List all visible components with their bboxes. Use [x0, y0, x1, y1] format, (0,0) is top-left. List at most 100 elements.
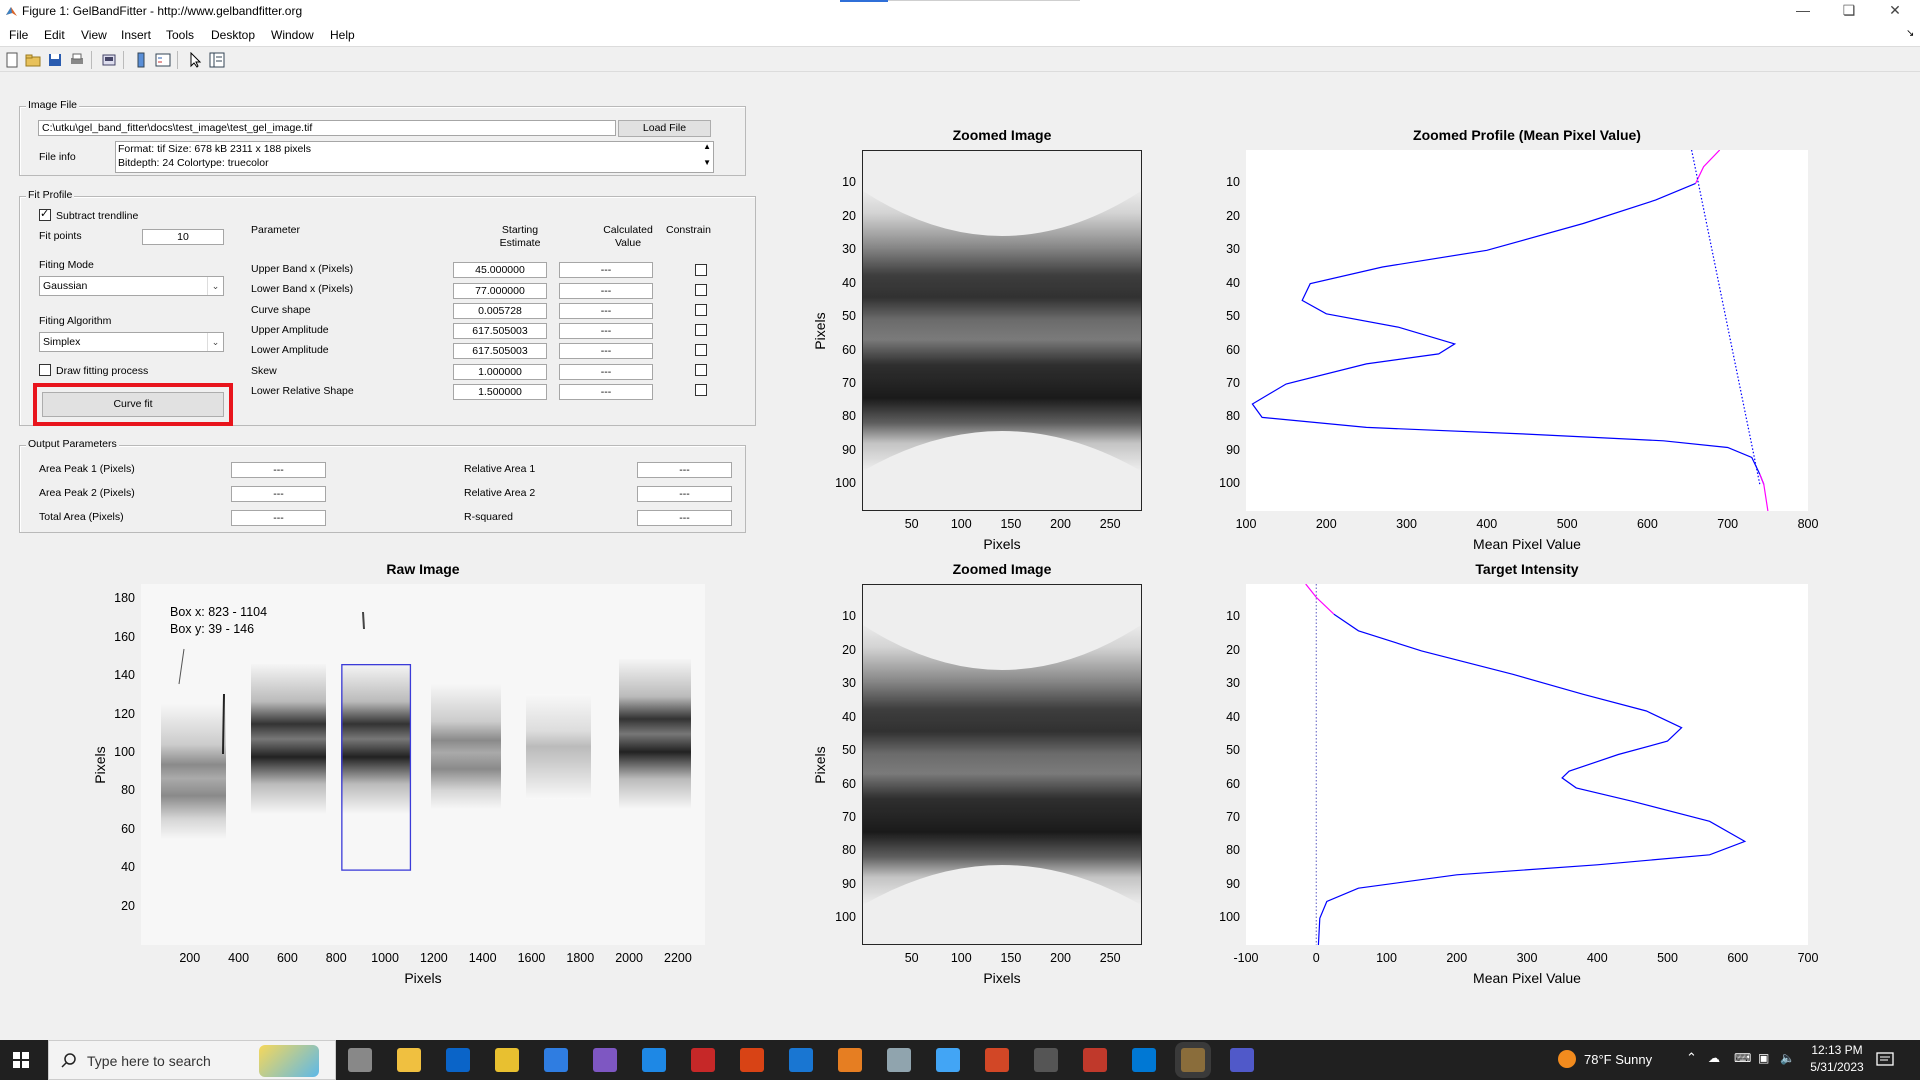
file-explorer-icon[interactable] — [397, 1048, 421, 1072]
save-icon[interactable] — [47, 52, 63, 68]
calculated-value-field: --- — [559, 364, 653, 380]
restore-button[interactable]: ❏ — [1826, 0, 1872, 22]
zotero-icon[interactable] — [691, 1048, 715, 1072]
legend-icon[interactable] — [155, 52, 171, 68]
task-view-icon[interactable] — [348, 1048, 372, 1072]
media-player-icon[interactable] — [1034, 1048, 1058, 1072]
starting-estimate-field[interactable]: 1.000000 — [453, 364, 547, 380]
y-tick-label: 20 — [842, 208, 856, 223]
edge-icon[interactable] — [642, 1048, 666, 1072]
starting-estimate-field[interactable]: 617.505003 — [453, 323, 547, 339]
keyboard-icon[interactable]: ⌨ — [1734, 1051, 1752, 1065]
y-tick-label: 90 — [1226, 442, 1240, 457]
zoomed-profile-axes[interactable] — [1246, 149, 1808, 512]
scroll-down-icon[interactable]: ▼ — [703, 158, 711, 167]
raw-image-xlabel: Pixels — [404, 970, 442, 986]
menu-window[interactable]: Window — [271, 28, 314, 42]
zoomed-image-bottom-axes[interactable] — [862, 584, 1142, 945]
fitting-algorithm-select[interactable]: Simplex ⌄ — [39, 332, 224, 352]
clock-time[interactable]: 12:13 PM — [1811, 1043, 1863, 1057]
todo-icon[interactable] — [544, 1048, 568, 1072]
open-file-icon[interactable] — [25, 52, 41, 68]
matlab-active-icon[interactable] — [1181, 1048, 1205, 1072]
draw-fitting-checkbox[interactable] — [39, 364, 51, 376]
curve-fit-button[interactable]: Curve fit — [42, 392, 224, 417]
subtract-trendline-checkbox[interactable]: ✓ — [39, 208, 51, 221]
fit-points-field[interactable]: 10 — [142, 229, 224, 245]
area-peak2-field: --- — [231, 486, 326, 502]
target-intensity-plot — [1305, 583, 1747, 946]
load-file-button[interactable]: Load File — [618, 120, 711, 137]
series-line — [1691, 149, 1761, 485]
clock-date[interactable]: 5/31/2023 — [1810, 1060, 1864, 1074]
starting-estimate-field[interactable]: 0.005728 — [453, 303, 547, 319]
taskbar-search-box[interactable]: Type here to search — [48, 1040, 336, 1080]
constrain-checkbox[interactable] — [695, 384, 707, 396]
weather-sun-icon[interactable] — [1558, 1050, 1576, 1068]
zoomed-image-top-axes[interactable] — [862, 150, 1142, 511]
x-tick-label: 150 — [1000, 517, 1022, 531]
menu-desktop[interactable]: Desktop — [211, 28, 256, 42]
menu-edit[interactable]: Edit — [44, 28, 65, 42]
constrain-checkbox[interactable] — [695, 344, 707, 356]
network-icon[interactable]: ▣ — [1758, 1051, 1770, 1065]
weather-text[interactable]: 78°F Sunny — [1584, 1052, 1653, 1067]
volume-icon[interactable]: 🔈 — [1780, 1051, 1795, 1065]
file-path-field[interactable]: C:\utku\gel_band_fitter\docs\test_image\… — [38, 120, 616, 136]
teams-icon[interactable] — [1230, 1048, 1254, 1072]
notifications-icon[interactable] — [1876, 1052, 1894, 1068]
constrain-checkbox[interactable] — [695, 304, 707, 316]
app-icon[interactable] — [740, 1048, 764, 1072]
target-intensity-axes[interactable] — [1246, 583, 1808, 946]
outlook-icon[interactable] — [446, 1048, 470, 1072]
git-icon[interactable] — [1083, 1048, 1107, 1072]
selection-box[interactable] — [341, 663, 412, 871]
starting-estimate-field[interactable]: 77.000000 — [453, 283, 547, 299]
colorbar-icon[interactable] — [133, 52, 149, 68]
menu-tools[interactable]: Tools — [166, 28, 195, 42]
menu-insert[interactable]: Insert — [121, 28, 152, 42]
menu-help[interactable]: Help — [330, 28, 355, 42]
scroll-up-icon[interactable]: ▲ — [703, 142, 711, 151]
close-button[interactable]: ✕ — [1872, 0, 1918, 22]
photos-icon[interactable] — [936, 1048, 960, 1072]
property-inspector-icon[interactable] — [209, 52, 225, 68]
toolbar-separator — [91, 51, 92, 69]
new-figure-icon[interactable] — [4, 52, 20, 68]
show-hidden-icons-chevron-icon[interactable]: ⌃ — [1686, 1050, 1697, 1065]
y-tick-label: 160 — [114, 629, 135, 644]
constrain-checkbox[interactable] — [695, 324, 707, 336]
onedrive-icon[interactable]: ☁ — [1708, 1051, 1720, 1065]
rsquared-label: R-squared — [464, 511, 514, 523]
chrome-icon[interactable] — [495, 1048, 519, 1072]
print-preview-icon[interactable] — [101, 52, 117, 68]
starting-estimate-field[interactable]: 1.500000 — [453, 384, 547, 400]
powerpoint-icon[interactable] — [985, 1048, 1009, 1072]
image-file-panel-title: Image File — [26, 99, 80, 111]
vscode-icon[interactable] — [789, 1048, 813, 1072]
menu-file[interactable]: File — [9, 28, 29, 42]
print-icon[interactable] — [69, 52, 85, 68]
edge-dev-icon[interactable] — [1132, 1048, 1156, 1072]
pointer-icon[interactable] — [187, 52, 203, 68]
series-line — [1251, 182, 1765, 485]
raw-gel-image — [141, 584, 705, 945]
constrain-checkbox[interactable] — [695, 264, 707, 276]
windows-start-icon[interactable] — [13, 1052, 29, 1068]
github-icon[interactable] — [593, 1048, 617, 1072]
raw-image-axes[interactable] — [141, 584, 705, 945]
fitting-mode-select[interactable]: Gaussian ⌄ — [39, 276, 224, 296]
calculated-value-field: --- — [559, 262, 653, 278]
matlab-icon[interactable] — [838, 1048, 862, 1072]
app-icon[interactable] — [887, 1048, 911, 1072]
y-tick-label: 30 — [842, 242, 856, 257]
dock-arrow-icon[interactable]: ↘ — [1906, 28, 1915, 39]
starting-estimate-field[interactable]: 617.505003 — [453, 343, 547, 359]
calculated-value-field: --- — [559, 303, 653, 319]
constrain-checkbox[interactable] — [695, 284, 707, 296]
starting-estimate-field[interactable]: 45.000000 — [453, 262, 547, 278]
minimize-button[interactable]: — — [1780, 0, 1826, 22]
target-intensity-xlabel: Mean Pixel Value — [1473, 970, 1581, 986]
menu-view[interactable]: View — [81, 28, 107, 42]
constrain-checkbox[interactable] — [695, 364, 707, 376]
